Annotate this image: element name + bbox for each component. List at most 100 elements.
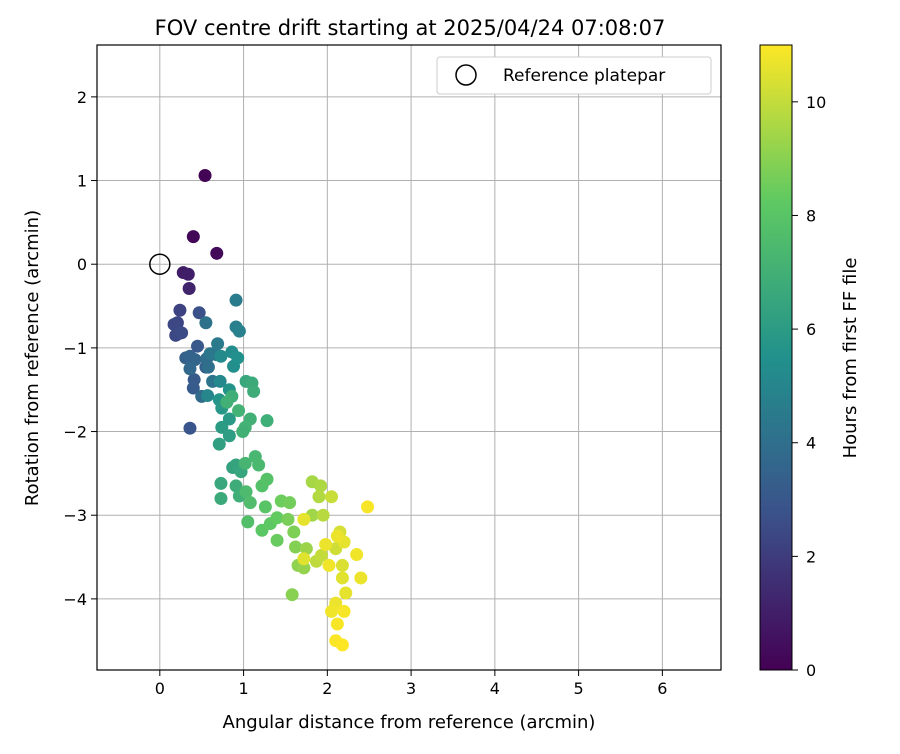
colorbar-ticks: 0 2 4 6 8 10 (792, 93, 826, 680)
data-point (314, 479, 328, 493)
data-point (232, 404, 246, 418)
chart-title: FOV centre drift starting at 2025/04/24 … (155, 16, 666, 40)
legend: Reference platepar (436, 56, 712, 95)
colorbar: 0 2 4 6 8 10 Hours from first FF file (759, 44, 861, 680)
plot-frame (96, 44, 722, 671)
y-axis-ticks: −4 −3 −2 −1 0 1 2 (63, 88, 97, 609)
data-point (270, 533, 284, 547)
colorbar-tick-label: 10 (806, 93, 826, 112)
data-point (183, 362, 197, 376)
data-point (325, 490, 339, 504)
data-point (191, 339, 205, 353)
x-tick-label: 6 (657, 679, 667, 698)
data-point (183, 421, 197, 435)
x-tick-label: 3 (406, 679, 416, 698)
legend-box (436, 56, 712, 95)
data-point (222, 429, 236, 443)
x-axis-ticks: 0 1 2 3 4 5 6 (155, 670, 667, 698)
colorbar-tick-label: 8 (806, 206, 816, 225)
data-point (283, 496, 297, 510)
data-point (186, 381, 200, 395)
data-point (192, 306, 206, 320)
data-point (270, 511, 284, 525)
data-point (214, 349, 228, 363)
colorbar-tick-label: 4 (806, 434, 816, 453)
colorbar-tick-label: 0 (806, 661, 816, 680)
data-point (236, 425, 250, 439)
data-point (252, 458, 266, 472)
data-point (361, 500, 375, 514)
data-point (182, 281, 196, 295)
data-point (322, 558, 336, 572)
data-point (281, 512, 295, 526)
y-axis-label: Rotation from reference (arcmin) (22, 210, 43, 506)
data-point (186, 230, 200, 244)
data-point (335, 638, 349, 652)
data-point (181, 267, 195, 281)
data-point (258, 500, 272, 514)
data-point (241, 515, 255, 529)
data-point (289, 540, 303, 554)
data-point (229, 293, 243, 307)
data-point (213, 374, 227, 388)
data-point (212, 437, 226, 451)
data-point (215, 420, 229, 434)
legend-entry-reference-platepar: Reference platepar (503, 66, 665, 86)
data-point (175, 326, 189, 340)
data-point (239, 485, 253, 499)
data-point (260, 414, 274, 428)
x-tick-label: 1 (238, 679, 248, 698)
data-point (330, 617, 344, 631)
data-point (201, 389, 215, 403)
data-point (325, 604, 339, 618)
y-tick-label: −1 (63, 339, 87, 358)
data-point (214, 491, 228, 505)
data-point (260, 472, 274, 486)
y-tick-label: 2 (77, 88, 87, 107)
data-point (339, 586, 353, 600)
data-point (232, 324, 246, 338)
data-point (214, 476, 228, 490)
y-tick-label: −3 (63, 506, 87, 525)
data-point (173, 303, 187, 317)
data-points (167, 169, 375, 652)
colorbar-tick-label: 6 (806, 320, 816, 339)
y-tick-label: 0 (77, 255, 87, 274)
data-point (199, 316, 213, 330)
reference-platepar-marker (149, 253, 171, 275)
data-point (229, 479, 243, 493)
data-point (335, 558, 349, 572)
data-point (238, 456, 252, 470)
data-point (210, 246, 224, 260)
data-point (314, 548, 328, 562)
colorbar-gradient (759, 44, 793, 671)
data-point (354, 571, 368, 585)
data-point (285, 588, 299, 602)
data-point (247, 384, 261, 398)
data-point (316, 508, 330, 522)
y-tick-label: 1 (77, 172, 87, 191)
data-point (297, 561, 311, 575)
data-point (350, 548, 364, 562)
y-tick-label: −2 (63, 423, 87, 442)
colorbar-label: Hours from first FF file (840, 258, 861, 459)
x-tick-label: 4 (490, 679, 500, 698)
data-point (211, 337, 225, 351)
data-point (297, 552, 311, 566)
data-point (198, 169, 212, 183)
x-axis-label: Angular distance from reference (arcmin) (223, 712, 596, 733)
data-point (299, 542, 313, 556)
data-point (335, 571, 349, 585)
legend-reference-marker (455, 64, 477, 86)
y-tick-label: −4 (63, 590, 87, 609)
data-point (287, 525, 301, 539)
data-point (297, 512, 311, 526)
data-point (337, 604, 351, 618)
data-point (220, 395, 234, 409)
data-point (243, 496, 257, 510)
data-point (312, 490, 326, 504)
x-tick-label: 2 (322, 679, 332, 698)
x-tick-label: 0 (155, 679, 165, 698)
data-point (222, 412, 236, 426)
